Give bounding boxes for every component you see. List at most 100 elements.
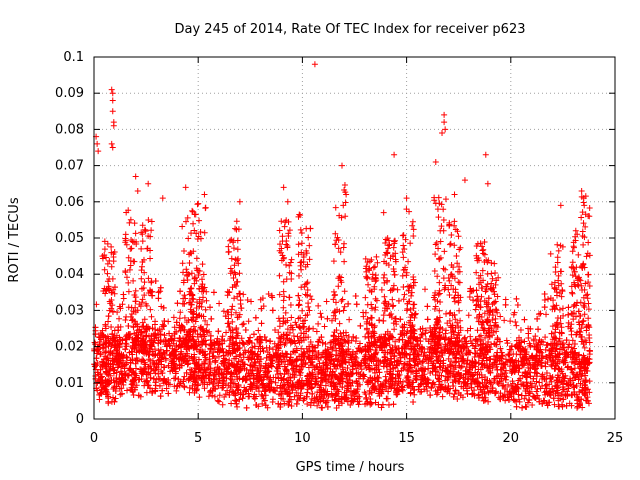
data-point <box>531 369 538 376</box>
data-point <box>228 360 235 367</box>
data-point <box>141 292 148 299</box>
data-point <box>565 319 572 326</box>
data-point <box>576 369 583 376</box>
data-point <box>251 343 258 350</box>
data-point <box>234 293 241 300</box>
data-point <box>347 354 354 361</box>
data-point <box>502 397 509 404</box>
data-point <box>245 370 252 377</box>
data-point <box>151 335 158 342</box>
data-point <box>492 389 499 396</box>
data-point <box>571 388 578 395</box>
data-point <box>173 342 180 349</box>
data-point <box>214 338 221 345</box>
data-point <box>479 389 486 396</box>
data-point <box>497 313 504 320</box>
data-point <box>122 346 129 353</box>
data-point <box>269 396 276 403</box>
data-point <box>239 376 246 383</box>
data-point <box>382 356 389 363</box>
data-point <box>152 351 159 358</box>
data-point <box>246 338 253 345</box>
data-point <box>522 403 529 410</box>
data-point <box>443 367 450 374</box>
data-point <box>193 373 200 380</box>
data-point <box>92 324 99 331</box>
data-point <box>455 292 462 299</box>
data-point <box>450 348 457 355</box>
data-point <box>160 377 167 384</box>
data-point <box>255 385 262 392</box>
data-point <box>536 337 543 344</box>
data-point <box>118 390 125 397</box>
data-point <box>487 369 494 376</box>
data-point <box>235 358 242 365</box>
data-point <box>480 397 487 404</box>
data-point <box>220 308 227 315</box>
data-point <box>149 325 156 332</box>
data-point <box>286 393 293 400</box>
data-point <box>362 401 369 408</box>
data-point <box>561 350 568 357</box>
data-point <box>398 384 405 391</box>
data-point <box>254 351 261 358</box>
data-point <box>347 388 354 395</box>
data-point <box>542 382 549 389</box>
data-point <box>287 377 294 384</box>
data-point <box>542 346 549 353</box>
data-point <box>156 350 163 357</box>
data-point <box>442 377 449 384</box>
data-point <box>355 393 362 400</box>
data-point <box>407 390 414 397</box>
data-point <box>565 363 572 370</box>
data-point <box>534 370 541 377</box>
data-point <box>333 347 340 354</box>
data-point <box>100 341 107 348</box>
data-point <box>333 390 340 397</box>
data-point <box>420 353 427 360</box>
data-point <box>515 391 522 398</box>
data-point <box>551 401 558 408</box>
data-point <box>247 375 254 382</box>
data-point <box>455 358 462 365</box>
data-point <box>207 345 214 352</box>
data-point <box>502 376 509 383</box>
data-point <box>291 374 298 381</box>
data-point <box>210 381 217 388</box>
data-point <box>341 389 348 396</box>
data-point <box>258 305 265 312</box>
data-point <box>541 296 548 303</box>
data-point <box>396 336 403 343</box>
data-point <box>290 333 297 340</box>
data-point <box>202 369 209 376</box>
data-point <box>519 372 526 379</box>
data-point <box>318 334 325 341</box>
data-point <box>367 399 374 406</box>
data-point <box>297 372 304 379</box>
data-point <box>256 358 263 365</box>
data-point <box>167 381 174 388</box>
data-point <box>401 361 408 368</box>
data-point <box>405 367 412 374</box>
data-point <box>479 374 486 381</box>
data-point <box>260 348 267 355</box>
data-point <box>258 391 265 398</box>
data-point <box>327 357 334 364</box>
data-point <box>231 380 238 387</box>
data-point <box>219 401 226 408</box>
data-point <box>113 352 120 359</box>
data-point <box>569 377 576 384</box>
data-point <box>498 355 505 362</box>
data-point <box>173 319 180 326</box>
data-point <box>487 388 494 395</box>
data-point <box>250 375 257 382</box>
data-point <box>294 379 301 386</box>
data-point <box>457 392 464 399</box>
data-point <box>494 366 501 373</box>
data-point <box>504 340 511 347</box>
data-point <box>249 344 256 351</box>
data-point <box>262 364 269 371</box>
data-point <box>576 351 583 358</box>
data-point <box>220 358 227 365</box>
data-point <box>511 397 518 404</box>
